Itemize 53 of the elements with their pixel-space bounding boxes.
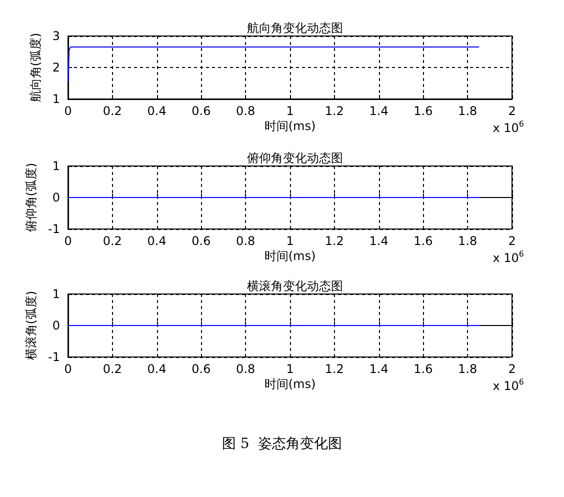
x-tick-label: 1.4 — [369, 234, 388, 248]
x-tick-label: 1.2 — [324, 362, 344, 376]
x-tick-label: 0 — [64, 234, 72, 248]
caption: 图 5 姿态角变化图 — [222, 436, 342, 452]
x-tick-label: 1.8 — [458, 234, 478, 248]
x-tick-label: 0.2 — [102, 362, 122, 376]
x-tick-label: 0.6 — [192, 104, 211, 118]
x-tick-label: 1 — [286, 234, 294, 248]
x-tick-label: 1.6 — [414, 104, 433, 118]
x-tick-label: 0.8 — [236, 104, 256, 118]
x-tick-label: 1.6 — [414, 234, 433, 248]
x-tick-label: 0 — [64, 362, 72, 376]
chart-title: 俯仰角变化动态图 — [247, 151, 343, 165]
x-axis-title: 时间(ms) — [264, 249, 316, 263]
x-tick-label: 1.4 — [369, 362, 388, 376]
y-axis-title: 俯仰角(弧度) — [24, 162, 38, 232]
x-tick-label: 2 — [508, 234, 516, 248]
x-tick-label: 1.4 — [369, 104, 388, 118]
x-tick-label: 0.8 — [236, 234, 256, 248]
x-tick-label: 0 — [64, 104, 72, 118]
x-tick-label: 0.6 — [192, 234, 211, 248]
x-tick-label: 1.2 — [324, 104, 344, 118]
x-axis-title: 时间(ms) — [264, 119, 316, 133]
x-tick-label: 0.2 — [102, 234, 122, 248]
x-tick-label: 0.4 — [147, 234, 166, 248]
x-tick-label: 0.6 — [192, 362, 211, 376]
x-tick-label: 1 — [286, 104, 294, 118]
y-tick-label: -1 — [48, 222, 60, 236]
chart-title: 横滚角变化动态图 — [247, 279, 343, 293]
x-tick-label: 0.4 — [147, 362, 166, 376]
x-tick-label: 1 — [286, 362, 294, 376]
x-tick-label: 1.6 — [414, 362, 433, 376]
x-axis-title: 时间(ms) — [264, 377, 316, 391]
y-tick-label: 1 — [52, 92, 60, 106]
y-axis-title: 横滚角(弧度) — [24, 290, 38, 360]
x-tick-label: 0.2 — [102, 104, 122, 118]
x-tick-label: 2 — [508, 362, 516, 376]
x-tick-label: 1.8 — [458, 104, 478, 118]
x-tick-label: 2 — [508, 104, 516, 118]
y-tick-label: 0 — [52, 318, 60, 332]
x-tick-label: 0.4 — [147, 104, 166, 118]
x-tick-label: 1.8 — [458, 362, 478, 376]
y-tick-label: 0 — [52, 190, 60, 204]
x-tick-label: 1.2 — [324, 234, 344, 248]
x-tick-label: 0.8 — [236, 362, 256, 376]
y-axis-title: 航向角(弧度) — [28, 32, 42, 102]
y-tick-label: 1 — [52, 159, 60, 173]
y-tick-label: 1 — [52, 287, 60, 301]
y-tick-label: 2 — [52, 60, 60, 74]
y-tick-label: -1 — [48, 350, 60, 364]
line-series — [68, 46, 480, 82]
chart-title: 航向角变化动态图 — [247, 21, 343, 35]
y-tick-label: 3 — [52, 29, 60, 43]
